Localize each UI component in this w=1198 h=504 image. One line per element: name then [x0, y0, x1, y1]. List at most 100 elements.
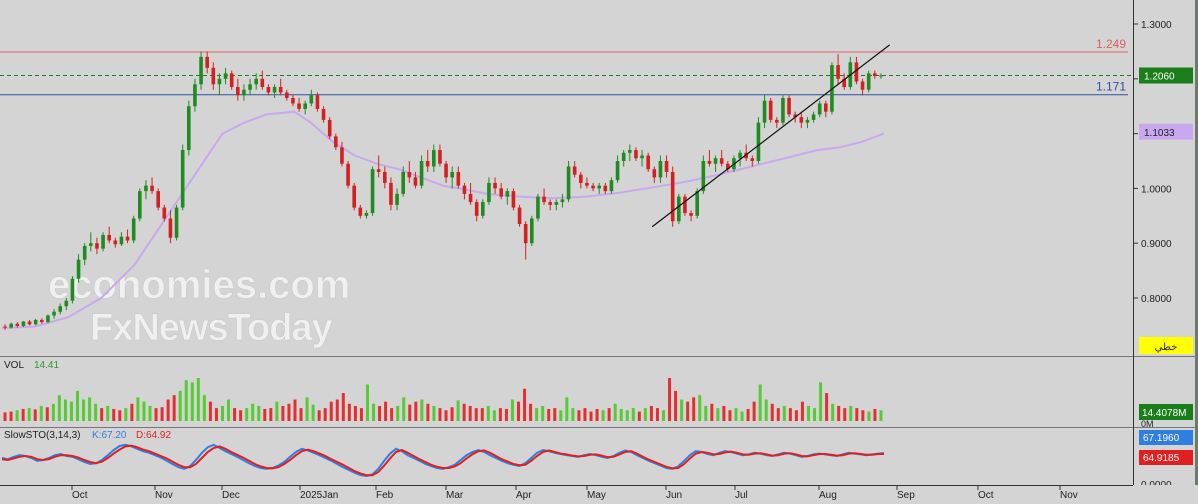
watermark-line1: economies.com [48, 263, 350, 307]
candle-body [46, 315, 50, 323]
volume-bar [752, 401, 756, 421]
time-tick-label: May [587, 490, 606, 501]
volume-bar [51, 403, 55, 421]
volume-bar [456, 400, 460, 421]
price-panel[interactable] [0, 0, 1133, 356]
oscillator-d-label: D:64.92 [136, 430, 171, 441]
oscillator-panel[interactable] [0, 428, 1133, 485]
candle-body [119, 236, 124, 245]
price-plot: 1.249 1.171 [0, 37, 1133, 330]
volume-bar [130, 403, 134, 421]
volume-bar [432, 405, 436, 421]
volume-bar [662, 410, 665, 421]
volume-current-label: 14.41 [34, 360, 59, 371]
volume-value-text: 14.4078M [1142, 408, 1186, 419]
candle-body [689, 213, 693, 216]
volume-bar [468, 405, 472, 421]
candle-body [340, 147, 344, 164]
volume-bar [655, 408, 659, 421]
candle-body [707, 161, 712, 164]
price-tick-label: 1.3000 [1141, 20, 1172, 31]
candle-body [229, 73, 234, 88]
candle-body [346, 163, 350, 186]
volume-bar [806, 405, 810, 421]
volume-bar [734, 408, 738, 421]
volume-bar [27, 408, 31, 421]
volume-bar [100, 408, 104, 421]
volume-bar [843, 408, 847, 421]
candle-body [836, 65, 840, 79]
candle-body [156, 191, 160, 208]
candle-body [413, 177, 418, 186]
ascending-trendline [651, 44, 891, 228]
candle-body [628, 150, 632, 153]
candle-body [205, 56, 209, 68]
volume-bar [154, 408, 158, 421]
volume-bar [589, 411, 593, 421]
candle-body [278, 87, 283, 93]
volume-bar [680, 399, 684, 421]
candle-body [33, 319, 38, 325]
watermark: economies.com FxNewsToday [48, 263, 351, 350]
candle-body [21, 321, 26, 326]
candle-body [242, 89, 246, 96]
volume-bar [202, 395, 206, 421]
candle-body [162, 207, 167, 219]
volume-bar [245, 408, 249, 421]
volume-bar [819, 382, 823, 421]
candle-body [27, 321, 32, 325]
candle-body [658, 161, 663, 178]
volume-bar [571, 408, 575, 421]
volume-bar [136, 397, 140, 421]
tool-label-tag [1139, 337, 1193, 354]
last-price-tag-text: 1.2060 [1144, 72, 1175, 83]
candle-body [438, 150, 442, 164]
volume-bar [607, 408, 611, 421]
volume-bar [825, 393, 829, 421]
volume-bar [21, 408, 25, 421]
volume-bar [831, 403, 835, 421]
candle-body [3, 326, 7, 328]
volume-bar [438, 408, 442, 421]
volume-bar [510, 399, 514, 421]
candle-body [327, 119, 332, 137]
volume-bar [770, 403, 774, 421]
candle-body [315, 95, 320, 109]
watermark-line2: FxNewsToday [90, 307, 333, 349]
volume-bar [323, 408, 327, 421]
price-tick-label: 0.9000 [1141, 239, 1172, 250]
candle-body [211, 67, 216, 85]
candle-body [58, 306, 62, 312]
candle-body [609, 180, 614, 192]
volume-bar [208, 401, 212, 421]
candle-body [309, 95, 314, 104]
candle-body [395, 193, 399, 205]
candle-body [95, 243, 99, 249]
volume-bar [849, 405, 853, 421]
candle-body [744, 152, 748, 159]
candle-body [670, 171, 675, 222]
volume-bar [480, 408, 484, 421]
volume-bar [444, 410, 448, 421]
candle-body [272, 87, 277, 93]
volume-bar [523, 388, 527, 421]
volume-bar [378, 405, 382, 421]
candle-body [879, 75, 883, 77]
stochastic-d-tag-text: 64.9185 [1143, 453, 1180, 464]
candle-body [254, 78, 258, 85]
volume-bar [335, 399, 339, 421]
volume-bar [529, 403, 533, 421]
candle-body [193, 84, 197, 107]
candle-body [462, 185, 467, 194]
time-tick-label: Dec [222, 490, 240, 501]
volume-bar [498, 408, 502, 421]
candle-body [523, 224, 528, 244]
time-tick-label: Apr [516, 490, 532, 501]
time-tick-label: Mar [446, 490, 464, 501]
volume-bar [601, 410, 605, 421]
volume-bar [698, 395, 702, 421]
volume-bar [740, 411, 744, 421]
volume-bar [353, 405, 357, 421]
volume-bar [263, 408, 267, 421]
